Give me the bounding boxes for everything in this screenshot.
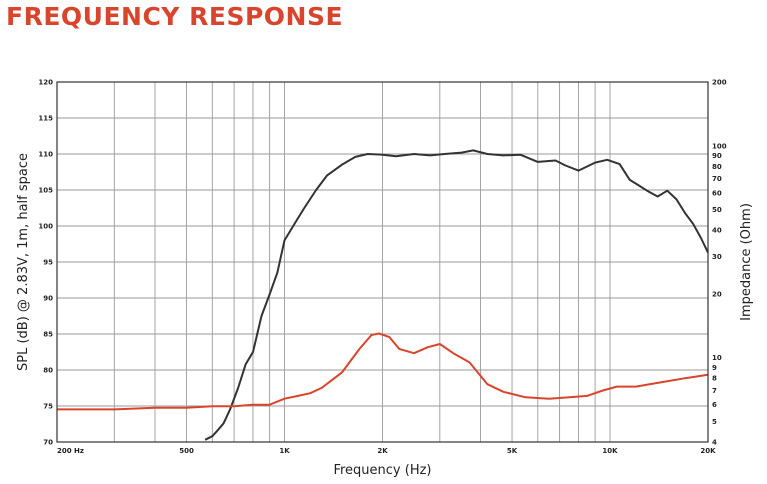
curves	[57, 149, 709, 441]
spl-curve	[204, 149, 709, 441]
x-tick-label: 10K	[602, 447, 618, 455]
y2-tick-label: 50	[712, 206, 722, 214]
y2-tick-label: 20	[712, 290, 722, 298]
x-tick-label: 2K	[377, 447, 388, 455]
grid	[57, 82, 708, 442]
y-tick-label: 115	[38, 115, 53, 123]
y2-tick-label: 100	[712, 142, 727, 150]
y2-tick-label: 7	[712, 387, 717, 395]
y2-tick-label: 4	[712, 439, 717, 447]
y-tick-label: 85	[43, 331, 53, 339]
x-tick-label: 5K	[507, 447, 518, 455]
y-tick-label: 75	[43, 403, 53, 411]
impedance-curve	[57, 332, 709, 411]
y2-tick-label: 90	[712, 152, 722, 160]
y-tick-label: 95	[43, 259, 53, 267]
y-tick-label: 100	[38, 223, 53, 231]
x-tick-label: 500	[179, 447, 194, 455]
chart-title: FREQUENCY RESPONSE	[6, 2, 344, 31]
y-tick-label: 120	[38, 79, 53, 87]
y2-tick-label: 40	[712, 227, 722, 235]
plot-frame	[56, 81, 709, 443]
y2-tick-label: 6	[712, 401, 717, 409]
y-tick-label: 90	[43, 295, 53, 303]
y2-tick-label: 200	[712, 79, 727, 87]
x-tick-label: 1K	[279, 447, 290, 455]
y2-tick-label: 30	[712, 253, 722, 261]
tick-labels: 200 Hz 500 1K 2K 5K 10K 20K7075808590951001051…	[38, 79, 726, 456]
x-tick-label: 200 Hz	[57, 447, 84, 455]
y2-tick-label: 9	[712, 364, 717, 372]
y2-tick-label: 10	[712, 354, 722, 362]
y-tick-label: 70	[43, 439, 53, 447]
y2-tick-label: 5	[712, 418, 717, 426]
y-axis-label: SPL (dB) @ 2.83V, 1m, half space	[16, 153, 31, 371]
y2-tick-label: 8	[712, 375, 717, 383]
y2-tick-label: 60	[712, 189, 722, 197]
y2-tick-label: 70	[712, 175, 722, 183]
y-tick-label: 110	[38, 151, 53, 159]
y-tick-label: 105	[38, 187, 53, 195]
y2-axis-label: Impedance (Ohm)	[739, 203, 754, 321]
x-axis-label: Frequency (Hz)	[333, 463, 431, 478]
x-tick-label: 20K	[700, 447, 716, 455]
y-tick-label: 80	[43, 367, 53, 375]
y2-tick-label: 80	[712, 163, 722, 171]
